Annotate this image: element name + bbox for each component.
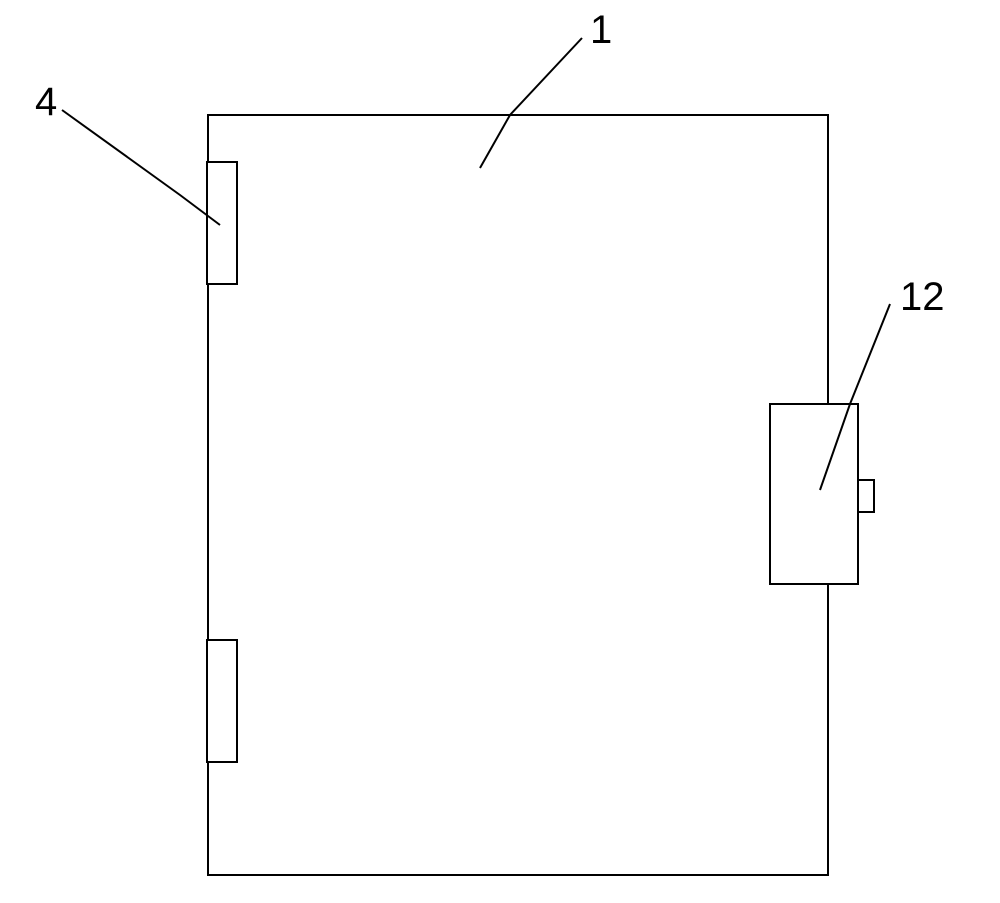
lock-latch [858, 480, 874, 512]
hinge-top [207, 162, 237, 284]
leader-4 [62, 110, 220, 225]
diagram-canvas [0, 0, 1000, 903]
label-1: 1 [590, 8, 612, 53]
label-4: 4 [35, 80, 57, 125]
label-12: 12 [900, 275, 945, 320]
main-frame [208, 115, 828, 875]
lock-body [770, 404, 858, 584]
hinge-bottom [207, 640, 237, 762]
